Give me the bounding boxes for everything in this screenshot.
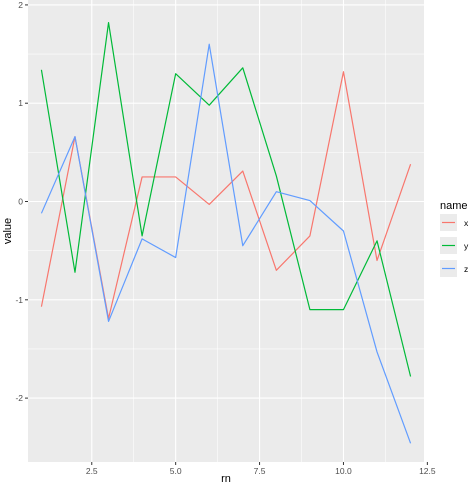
- panel-background: [28, 0, 424, 462]
- y-tick-label: 1: [18, 98, 23, 108]
- x-axis: 2.5 5.0 7.5 10.0 12.5: [86, 462, 436, 476]
- x-tick-label: 5.0: [170, 466, 182, 476]
- series-line-y: [40, 22, 412, 377]
- y-tick-label: 2: [18, 0, 23, 10]
- series-lines: [40, 22, 412, 444]
- y-tick-label: -2: [15, 393, 23, 403]
- x-tick-label: 2.5: [86, 466, 98, 476]
- legend-label-x: x: [464, 218, 469, 228]
- x-axis-title: rn: [221, 473, 231, 484]
- x-tick-label: 12.5: [419, 466, 436, 476]
- major-gridlines: [28, 0, 428, 462]
- minor-gridlines: [28, 0, 424, 462]
- x-tick-label: 10.0: [335, 466, 352, 476]
- y-axis-title: value: [2, 218, 14, 244]
- y-tick-label: 0: [18, 197, 23, 207]
- x-tick-label: 7.5: [254, 466, 266, 476]
- legend: name x y z: [440, 200, 469, 277]
- series-line-z: [40, 43, 412, 444]
- y-axis: -2 -1 0 1 2: [15, 0, 28, 403]
- legend-label-z: z: [464, 264, 468, 274]
- legend-title: name: [440, 200, 468, 212]
- legend-label-y: y: [464, 241, 469, 251]
- y-tick-label: -1: [15, 295, 23, 305]
